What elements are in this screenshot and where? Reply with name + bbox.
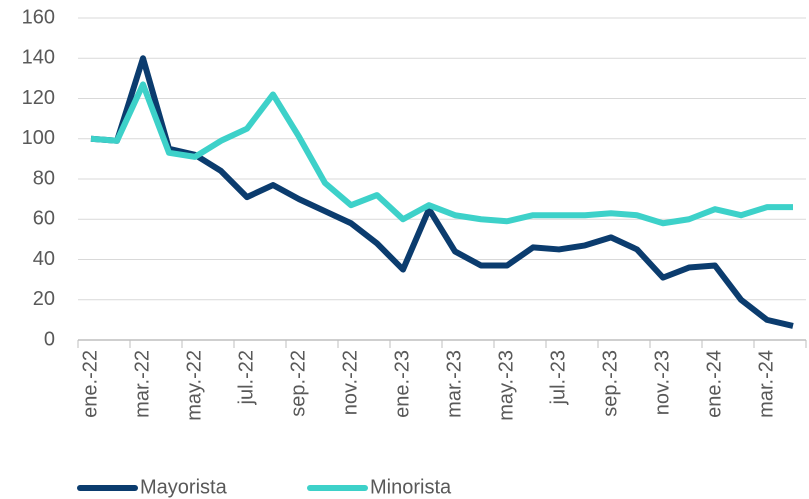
x-tick-label: mar.-23 [443, 350, 465, 418]
legend-label: Mayorista [140, 476, 228, 498]
y-tick-label: 100 [22, 127, 55, 149]
x-tick-label: may.-23 [495, 350, 517, 421]
x-tick-label: mar.-22 [131, 350, 153, 418]
x-tick-label: may.-22 [183, 350, 205, 421]
series-line [90, 55, 794, 329]
series-line [90, 81, 793, 227]
y-tick-label: 0 [44, 328, 55, 350]
x-tick-label: sep.-22 [287, 350, 309, 417]
x-tick-label: jul.-22 [235, 350, 257, 405]
y-tick-label: 40 [33, 248, 55, 270]
x-tick-label: sep.-23 [599, 350, 621, 417]
y-tick-label: 140 [22, 47, 55, 69]
y-tick-label: 60 [33, 208, 55, 230]
x-tick-label: nov.-22 [339, 350, 361, 415]
x-tick-label: jul.-23 [547, 350, 569, 405]
x-tick-label: mar.-24 [755, 350, 777, 418]
x-tick-label: ene.-24 [703, 350, 725, 418]
x-tick-label: ene.-22 [79, 350, 101, 418]
y-tick-label: 160 [22, 6, 55, 28]
legend-label: Minorista [370, 476, 452, 498]
y-tick-label: 20 [33, 288, 55, 310]
x-tick-label: ene.-23 [391, 350, 413, 418]
y-tick-label: 120 [22, 87, 55, 109]
x-tick-label: nov.-23 [651, 350, 673, 415]
y-tick-label: 80 [33, 167, 55, 189]
